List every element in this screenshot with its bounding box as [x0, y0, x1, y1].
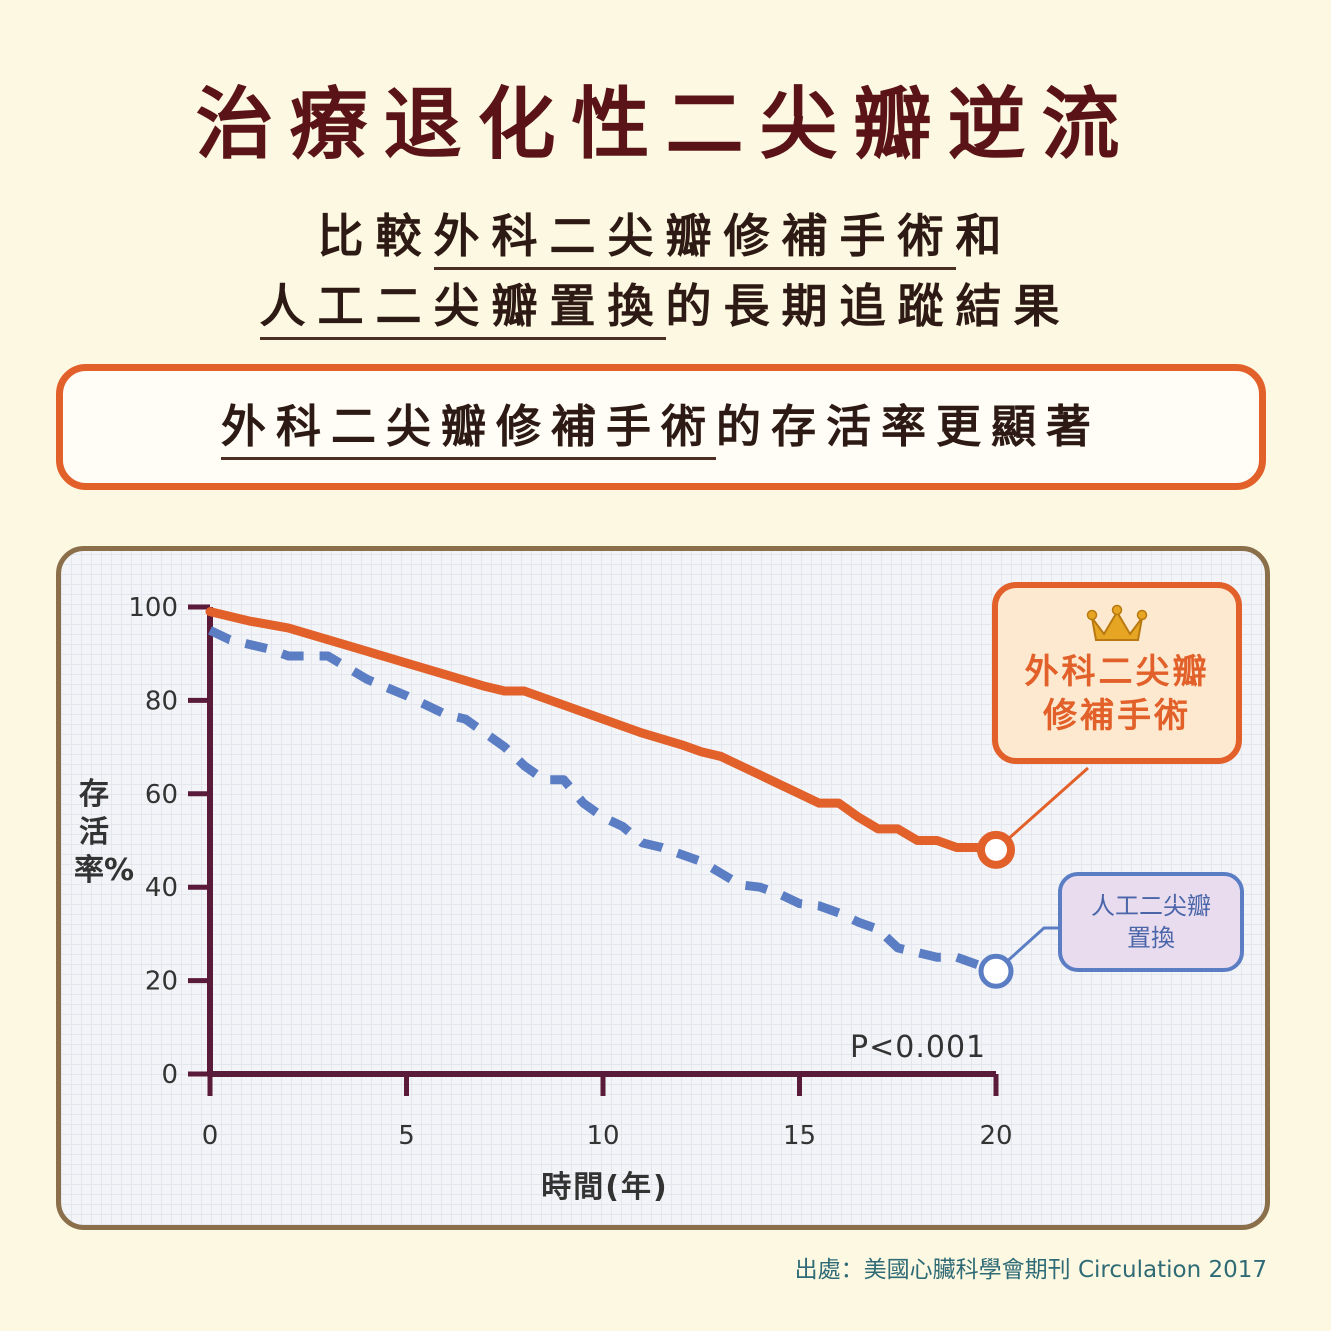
y-tick-label: 40: [145, 873, 178, 903]
source-citation: 出處：美國心臟科學會期刊 Circulation 2017: [794, 1257, 1267, 1283]
subtitle-prefix: 比較: [317, 209, 434, 263]
subtitle-line-1: 比較外科二尖瓣修補手術和: [0, 200, 1331, 270]
y-tick-label: 100: [128, 593, 178, 623]
y-tick-label: 60: [145, 780, 178, 810]
x-tick-label: 15: [783, 1121, 816, 1151]
p-value-label: P<0.001: [850, 1030, 987, 1065]
subtitle-suffix: 和: [955, 209, 1014, 263]
y-tick-label: 20: [145, 967, 178, 997]
subtitle-repair-underlined: 外科二尖瓣修補手術: [433, 209, 956, 270]
callout-repair-line2: 修補手術: [1043, 696, 1191, 736]
callout-replace: 人工二尖瓣 置換: [1058, 872, 1244, 972]
page-title: 治療退化性二尖瓣逆流: [195, 80, 1136, 170]
conclusion-banner: 外科二尖瓣修補手術的存活率更顯著: [56, 364, 1266, 490]
x-tick-label: 10: [586, 1121, 619, 1151]
banner-underlined: 外科二尖瓣修補手術: [220, 400, 716, 460]
connector-repair: [995, 766, 1089, 851]
subtitle-replace-underlined: 人工二尖瓣置換: [259, 279, 666, 340]
banner-suffix: 的存活率更顯著: [716, 400, 1102, 453]
x-tick-label: 20: [979, 1121, 1012, 1151]
callout-replace-line2: 置換: [1127, 924, 1175, 952]
x-tick-label: 0: [202, 1121, 219, 1151]
y-tick-label: 0: [161, 1060, 178, 1090]
series-line-replace: [208, 626, 998, 976]
connector-replace: [994, 926, 1058, 973]
y-tick-label: 80: [145, 686, 178, 716]
endpoint-marker-replace: [978, 953, 1014, 989]
y-axis-label: 存活率%: [74, 777, 135, 888]
callout-repair: 外科二尖瓣 修補手術: [992, 582, 1242, 764]
x-axis-label: 時間(年): [541, 1170, 669, 1205]
series-line-repair: [205, 607, 1001, 855]
subtitle-line-2: 人工二尖瓣置換的長期追蹤結果: [0, 270, 1331, 340]
callout-repair-line1: 外科二尖瓣: [1024, 652, 1210, 692]
crown-icon: [1086, 604, 1148, 641]
subtitle-line2-suffix: 的長期追蹤結果: [665, 279, 1072, 333]
x-tick-label: 5: [398, 1121, 415, 1151]
callout-replace-line1: 人工二尖瓣: [1091, 892, 1211, 920]
endpoint-marker-repair: [977, 830, 1015, 869]
